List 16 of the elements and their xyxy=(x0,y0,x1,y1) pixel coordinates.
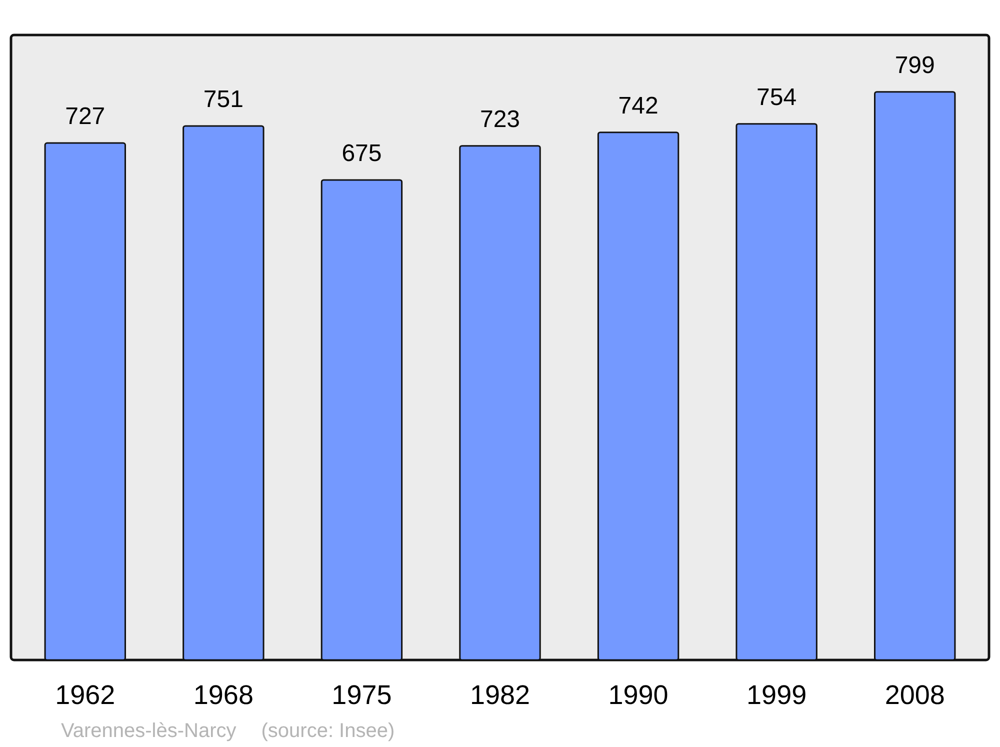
x-tick-label: 1962 xyxy=(55,680,116,710)
x-tick-label: 1982 xyxy=(470,680,530,710)
data-label: 723 xyxy=(480,106,520,133)
data-label: 754 xyxy=(756,84,797,111)
data-label: 751 xyxy=(203,86,244,113)
text: (source: Insee) xyxy=(261,720,395,742)
data-label: 727 xyxy=(65,103,106,130)
x-tick-label: 1968 xyxy=(193,680,254,710)
data-label: 742 xyxy=(618,92,658,120)
x-tick-label: 2008 xyxy=(884,680,945,710)
x-tick-label: 1975 xyxy=(332,680,392,710)
text: Varennes-lès-Narcy xyxy=(61,720,236,742)
x-tick-label: 1990 xyxy=(608,680,668,710)
data-label: 799 xyxy=(894,52,935,79)
x-tick-label: 1999 xyxy=(746,680,807,710)
data-label: 675 xyxy=(342,140,382,167)
